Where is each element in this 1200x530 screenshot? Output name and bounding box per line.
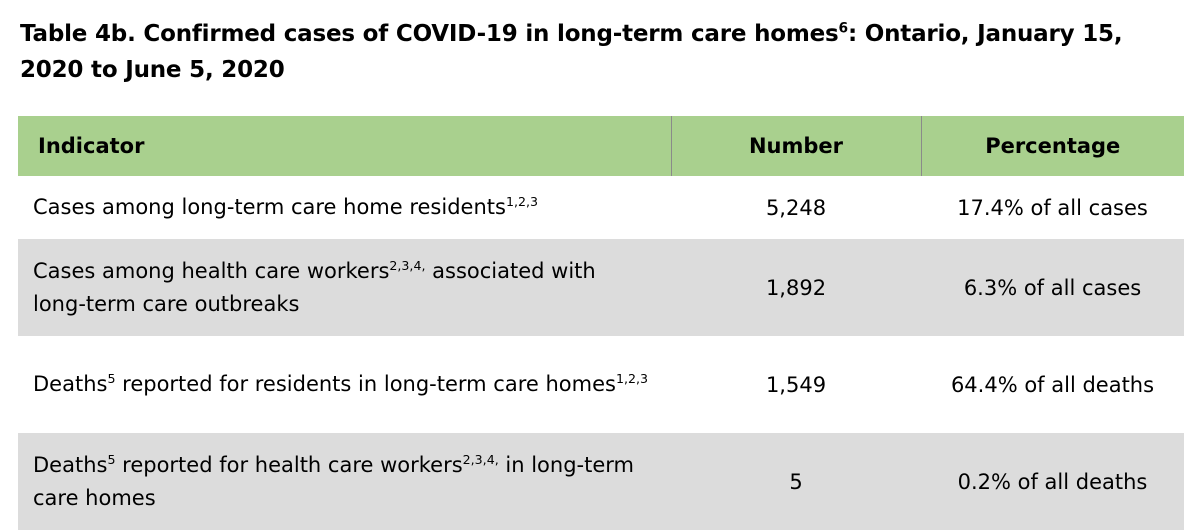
- row-indicator: Cases among long-term care home resident…: [18, 176, 671, 239]
- row-number: 5: [671, 433, 921, 530]
- table-row: Deaths5 reported for health care workers…: [18, 433, 1184, 530]
- row-percentage: 0.2% of all deaths: [921, 433, 1184, 530]
- row-indicator: Deaths5 reported for residents in long-t…: [18, 336, 671, 433]
- table-row: Cases among health care workers2,3,4, as…: [18, 239, 1184, 336]
- title-text: Table 4b. Confirmed cases of COVID-19 in…: [20, 21, 839, 47]
- footnote-ref: 1,2,3: [505, 194, 538, 209]
- row-percentage: 6.3% of all cases: [921, 239, 1184, 336]
- table-row: Cases among long-term care home resident…: [18, 176, 1184, 239]
- indicator-text: Deaths: [33, 372, 108, 396]
- header-number: Number: [670, 116, 921, 176]
- title-footnote: 6: [838, 20, 849, 37]
- row-number: 5,248: [671, 176, 921, 239]
- footnote-ref: 2,3,4,: [389, 257, 426, 273]
- title-text-rest: : Ontario, January 15, 2020 to June 5, 2…: [20, 21, 1123, 83]
- row-indicator: Deaths5 reported for health care workers…: [18, 433, 671, 530]
- indicator-text-rest: reported for health care workers: [115, 452, 463, 477]
- indicator-text: Deaths: [33, 452, 108, 477]
- table-row: Deaths5 reported for residents in long-t…: [18, 336, 1184, 433]
- row-number: 1,892: [671, 239, 921, 336]
- indicator-text-rest: associated with long-term care outbreaks: [33, 258, 596, 316]
- footnote-ref: 2,3,4,: [462, 451, 499, 467]
- header-indicator: Indicator: [18, 116, 671, 176]
- row-percentage: 64.4% of all deaths: [921, 336, 1184, 433]
- indicator-text: Cases among health care workers: [33, 258, 390, 283]
- indicator-text: Cases among long-term care home resident…: [33, 195, 506, 219]
- table-title: Table 4b. Confirmed cases of COVID-19 in…: [20, 16, 1180, 88]
- table-header-row: Indicator Number Percentage: [18, 116, 1184, 176]
- row-indicator: Cases among health care workers2,3,4, as…: [18, 239, 671, 336]
- indicator-text-end: in long-term care homes: [33, 452, 634, 510]
- header-percentage: Percentage: [920, 116, 1184, 176]
- indicator-text-rest: reported for residents in long-term care…: [115, 372, 616, 396]
- cases-table: Indicator Number Percentage Cases among …: [18, 116, 1184, 530]
- row-percentage: 17.4% of all cases: [921, 176, 1184, 239]
- footnote-ref: 5: [107, 371, 116, 386]
- footnote-ref: 5: [107, 451, 116, 467]
- row-number: 1,549: [671, 336, 921, 433]
- footnote-ref: 1,2,3: [615, 371, 649, 386]
